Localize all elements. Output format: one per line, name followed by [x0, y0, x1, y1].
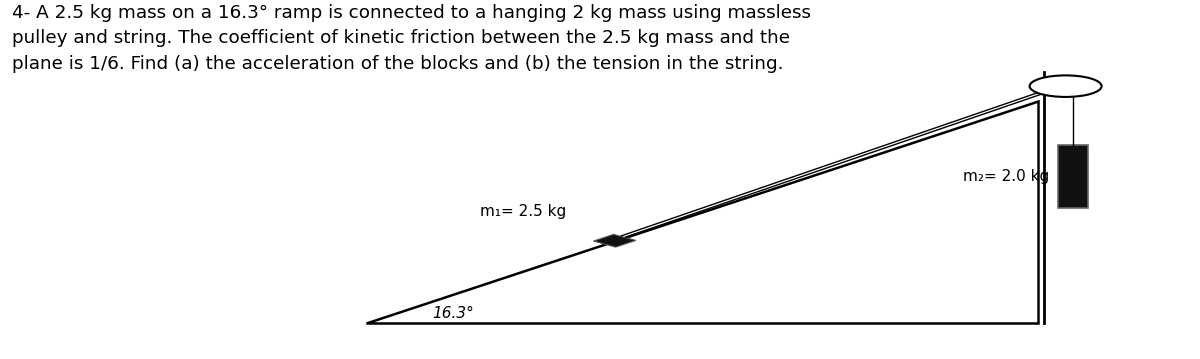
Text: m₁= 2.5 kg: m₁= 2.5 kg [480, 204, 566, 219]
Polygon shape [594, 234, 636, 247]
Text: 4- A 2.5 kg mass on a 16.3° ramp is connected to a hanging 2 kg mass using massl: 4- A 2.5 kg mass on a 16.3° ramp is conn… [12, 4, 811, 73]
Bar [1058, 145, 1088, 208]
Text: m₂= 2.0 kg: m₂= 2.0 kg [962, 169, 1049, 184]
Circle shape [1030, 75, 1102, 97]
Text: 16.3°: 16.3° [432, 306, 474, 321]
Polygon shape [366, 101, 1038, 323]
